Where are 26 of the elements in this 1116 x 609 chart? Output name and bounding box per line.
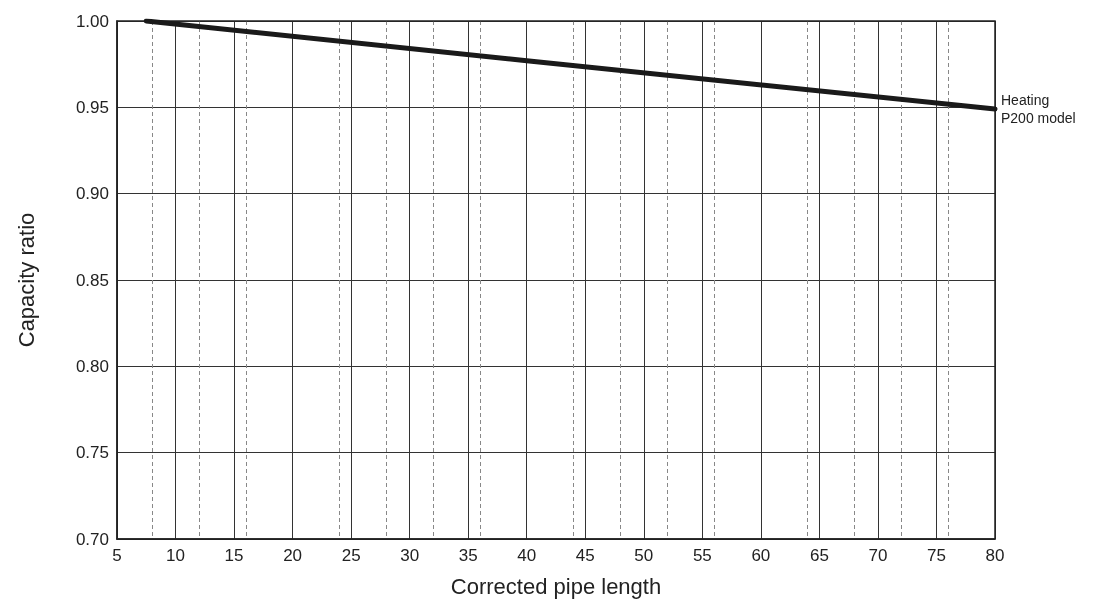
x-tick-label: 60: [751, 546, 771, 565]
x-tick-label: 20: [283, 546, 303, 565]
x-tick-label: 5: [112, 546, 122, 565]
x-tick-label: 35: [458, 546, 478, 565]
x-tick-label: 15: [224, 546, 244, 565]
x-tick-label: 30: [400, 546, 420, 565]
y-tick-label: 0.75: [75, 443, 109, 463]
x-tick-label: 10: [166, 546, 185, 565]
x-tick-label: 55: [692, 546, 712, 565]
x-tick-label: 80: [985, 546, 1005, 565]
series-label: Heating P200 model: [1001, 92, 1076, 127]
x-tick-label: 70: [868, 546, 888, 565]
y-axis-title: Capacity ratio: [13, 212, 39, 348]
x-tick-label: 75: [927, 546, 946, 565]
y-tick-label: 1.00: [75, 11, 109, 31]
y-tick-label: 0.90: [75, 184, 109, 204]
x-tick-label: 50: [634, 546, 654, 565]
y-tick-label: 0.85: [75, 270, 109, 290]
x-tick-label: 40: [517, 546, 537, 565]
x-tick-label: 25: [341, 546, 361, 565]
y-tick-label: 0.80: [75, 356, 109, 376]
x-tick-label: 65: [809, 546, 829, 565]
y-tick-label: 0.70: [75, 529, 109, 549]
x-axis-title: Corrected pipe length: [450, 573, 662, 599]
x-tick-label: 45: [575, 546, 595, 565]
y-tick-label: 0.95: [75, 97, 109, 117]
